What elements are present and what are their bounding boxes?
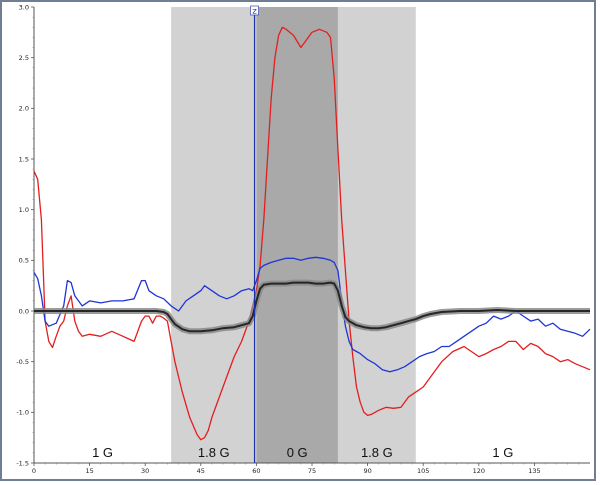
x-tick-label: 15 bbox=[85, 467, 93, 475]
phase-label-2: 0 G bbox=[287, 445, 308, 460]
y-tick-label: 0.5 bbox=[19, 257, 29, 265]
axes bbox=[31, 6, 590, 466]
phase-label-0: 1 G bbox=[92, 445, 113, 460]
y-tick-label: 1.5 bbox=[19, 155, 29, 163]
series-2-line bbox=[34, 281, 590, 333]
x-tick-label: 75 bbox=[308, 467, 316, 475]
y-tick-label: -1.0 bbox=[16, 409, 29, 417]
phase-bands bbox=[171, 7, 416, 463]
phase-band-3 bbox=[337, 7, 416, 463]
phase-band-2 bbox=[256, 7, 338, 463]
y-tick-label: -1.5 bbox=[16, 459, 29, 467]
cursor-label: Z bbox=[252, 8, 257, 16]
x-tick-label: 135 bbox=[528, 467, 540, 475]
tick-labels: 3.0 2.5 2.0 1.5 1.0 0.5 0.0 -0.5 -1.0 -1.50 15 30 45… bbox=[16, 3, 540, 475]
x-tick-label: 60 bbox=[252, 467, 260, 475]
series-lines bbox=[33, 26, 591, 441]
phase-band-1 bbox=[171, 7, 257, 463]
y-tick-label: 2.5 bbox=[19, 54, 29, 62]
series-1-line bbox=[33, 256, 591, 373]
y-tick-label: 0.0 bbox=[19, 307, 29, 315]
x-tick-label: 105 bbox=[417, 467, 429, 475]
y-tick-label: 2.0 bbox=[19, 105, 29, 113]
x-tick-label: 45 bbox=[197, 467, 205, 475]
y-tick-label: -0.5 bbox=[16, 358, 29, 366]
cursor[interactable]: Z bbox=[250, 5, 259, 463]
y-tick-label: 1.0 bbox=[19, 206, 29, 214]
cursor-handle bbox=[250, 5, 259, 16]
phase-label-3: 1.8 G bbox=[361, 445, 393, 460]
x-tick-label: 90 bbox=[363, 467, 371, 475]
phase-label-4: 1 G bbox=[492, 445, 513, 460]
phase-labels: 1 G 1.8 G 0 G 1.8 G 1 G bbox=[92, 445, 513, 460]
y-tick-label: 3.0 bbox=[19, 3, 29, 11]
x-tick-label: 30 bbox=[141, 467, 149, 475]
phase-label-1: 1.8 G bbox=[198, 445, 230, 460]
x-tick-label: 120 bbox=[473, 467, 485, 475]
series-0-line bbox=[33, 26, 591, 441]
x-tick-label: 0 bbox=[32, 467, 36, 475]
